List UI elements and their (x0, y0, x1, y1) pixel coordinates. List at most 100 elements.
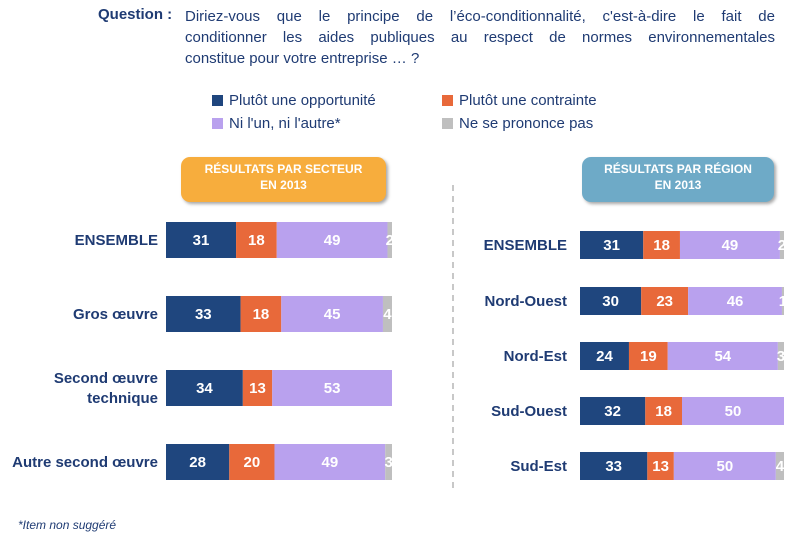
category-label: Sud-Ouest (491, 403, 567, 420)
bar-segment (643, 231, 680, 259)
bar-value-label: 3 (777, 348, 785, 365)
bar-value-label: 33 (605, 458, 622, 475)
bar-value-label: 20 (244, 454, 261, 471)
bar-segment (580, 342, 629, 370)
bar-value-label: 2 (778, 237, 786, 254)
legend-swatch (212, 118, 223, 129)
header-region: RÉSULTATS PAR RÉGION EN 2013 (582, 157, 774, 202)
header-region-line1: RÉSULTATS PAR RÉGION (604, 162, 752, 176)
bar-segment (276, 222, 388, 258)
bar-value-label: 50 (716, 458, 733, 475)
question-line: conditionner les aides publiques au resp… (185, 29, 775, 46)
category-label: ENSEMBLE (75, 232, 158, 249)
bar-value-label: 53 (324, 380, 341, 397)
bar-segment (641, 287, 689, 315)
legend-label: Ni l'un, ni l'autre* (229, 115, 341, 132)
bar-value-label: 2 (386, 232, 394, 249)
legend-swatch (442, 118, 453, 129)
bar-segment (781, 287, 784, 315)
bar-value-label: 23 (656, 293, 673, 310)
bar-segment (382, 296, 392, 332)
bar-segment (779, 231, 784, 259)
bar-value-label: 49 (324, 232, 341, 249)
bar-segment (580, 452, 648, 480)
bar-segment (647, 452, 674, 480)
header-secteur-line1: RÉSULTATS PAR SECTEUR (204, 162, 363, 176)
bar-segment (272, 370, 392, 406)
bar-segment (580, 287, 642, 315)
bar-value-label: 1 (779, 293, 787, 310)
category-label: Nord-Est (504, 348, 567, 365)
header-secteur: RÉSULTATS PAR SECTEUR EN 2013 (181, 157, 386, 202)
bar-segment (628, 342, 668, 370)
question-label: Question : (98, 6, 173, 23)
question-text: Diriez-vous que le principe de l’éco-con… (185, 6, 775, 69)
bar-value-label: 32 (604, 403, 621, 420)
category-label: ENSEMBLE (484, 237, 567, 254)
bar-segment (166, 222, 237, 258)
legend-item-nsp: Ne se prononce pas (442, 114, 593, 134)
bar-value-label: 34 (196, 380, 213, 397)
legend-item-opportunite: Plutôt une opportunité (212, 91, 376, 111)
bar-segment (274, 444, 386, 480)
bar-segment (229, 444, 275, 480)
category-label: technique (87, 390, 158, 407)
bar-value-label: 18 (248, 232, 265, 249)
bar-segment (775, 452, 784, 480)
bar-value-label: 49 (322, 454, 339, 471)
bar-segment (166, 296, 241, 332)
bar-segment (166, 444, 230, 480)
bar-value-label: 18 (253, 306, 270, 323)
category-label: Second œuvre (54, 370, 158, 387)
category-label: Gros œuvre (73, 306, 158, 323)
bar-value-label: 18 (655, 403, 672, 420)
bar-value-label: 33 (195, 306, 212, 323)
bar-value-label: 54 (714, 348, 731, 365)
legend-label: Plutôt une contrainte (459, 92, 597, 109)
question-line: Diriez-vous que le principe de l’éco-con… (185, 8, 775, 25)
legend-swatch (442, 95, 453, 106)
category-label: Nord-Ouest (485, 293, 568, 310)
bar-value-label: 13 (652, 458, 669, 475)
bar-segment (673, 452, 776, 480)
legend-item-contrainte: Plutôt une contrainte (442, 91, 597, 111)
bar-value-label: 24 (596, 348, 613, 365)
legend-swatch (212, 95, 223, 106)
bar-segment (645, 397, 682, 425)
bar-value-label: 31 (603, 237, 620, 254)
legend-item-ni-lun-ni-lautre: Ni l'un, ni l'autre* (212, 114, 341, 134)
legend-label: Ne se prononce pas (459, 115, 594, 132)
bar-value-label: 50 (725, 403, 742, 420)
bar-segment (679, 231, 780, 259)
bar-segment (682, 397, 784, 425)
bar-value-label: 4 (776, 458, 785, 475)
bar-segment (777, 342, 784, 370)
category-label: Autre second œuvre (12, 454, 158, 471)
header-secteur-line2: EN 2013 (260, 178, 307, 192)
bar-segment (166, 370, 243, 406)
bar-value-label: 18 (653, 237, 670, 254)
bar-value-label: 28 (189, 454, 206, 471)
bar-value-label: 4 (383, 306, 392, 323)
bar-segment (281, 296, 383, 332)
footnote: *Item non suggéré (18, 518, 117, 532)
bar-segment (240, 296, 282, 332)
bar-value-label: 3 (384, 454, 392, 471)
bar-segment (387, 222, 392, 258)
header-region-line2: EN 2013 (654, 178, 702, 192)
bar-value-label: 19 (640, 348, 657, 365)
bar-segment (242, 370, 273, 406)
bar-value-label: 46 (727, 293, 744, 310)
question-line: constitue pour votre entreprise … ? (185, 50, 420, 67)
bar-segment (688, 287, 782, 315)
bar-segment (385, 444, 392, 480)
bar-value-label: 30 (602, 293, 619, 310)
bar-value-label: 45 (324, 306, 341, 323)
bar-value-label: 13 (249, 380, 266, 397)
bar-segment (667, 342, 778, 370)
bar-value-label: 49 (722, 237, 739, 254)
bar-value-label: 31 (193, 232, 210, 249)
bar-segment (580, 231, 644, 259)
bar-segment (236, 222, 277, 258)
